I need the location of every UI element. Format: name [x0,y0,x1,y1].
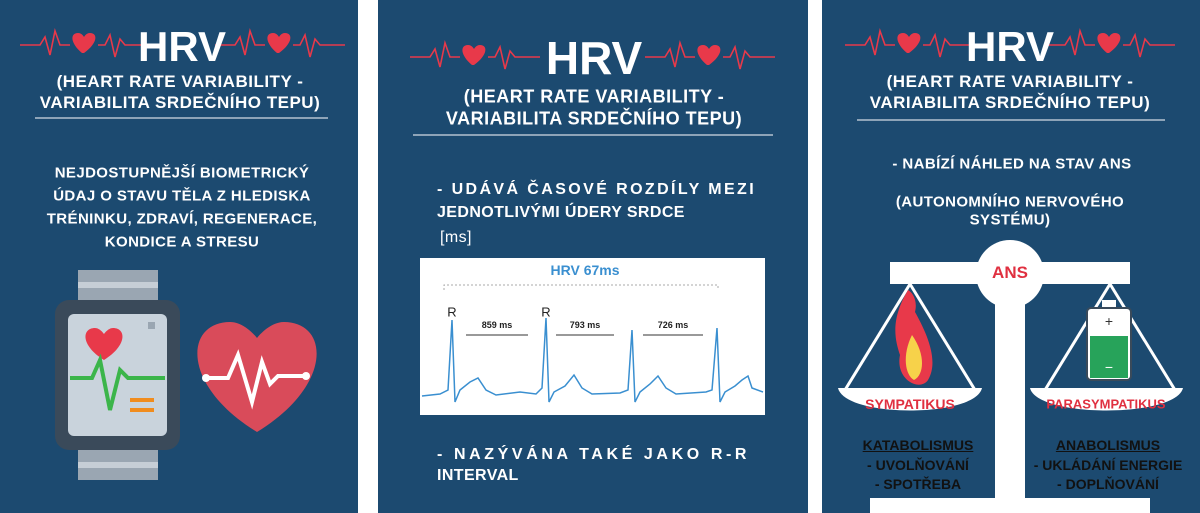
subtitle: VARIABILITA SRDEČNÍHO TEPU) [869,93,1151,112]
footer-text: - NAZÝVÁNA TAKÉ JAKO R-R [437,446,751,463]
title: HRV [138,23,226,70]
body-text: [ms] [440,229,472,246]
heart-line [19,30,151,58]
peak-label: R [447,304,457,320]
scale-right: PARASYMPATIKUS [1046,396,1166,412]
heart-line [409,42,541,70]
list-item: - DOPLŇOVÁNÍ [1057,476,1159,492]
body-text: KONDICE A STRESU [104,233,260,251]
list-item: - SPOTŘEBA [874,476,962,492]
heart-line [844,30,976,58]
list-item: - UKLÁDÁNÍ ENERGIE [1033,457,1183,473]
list-heading: KATABOLISMUS [862,437,974,453]
interval-label: 793 ms [569,320,601,330]
body-text: - UDÁVÁ ČASOVÉ ROZDÍLY MEZI [437,181,757,198]
body-text: (AUTONOMNÍHO NERVOVÉHO [895,193,1125,211]
subtitle: (HEART RATE VARIABILITY - [886,72,1134,91]
subtitle: (HEART RATE VARIABILITY - [463,86,725,107]
heart-line [1044,30,1176,58]
watch-icon [55,270,180,480]
peak-label: R [541,304,551,320]
list-item: - UVOLŇOVÁNÍ [867,457,969,473]
body-text: NEJDOSTUPNĚJŠÍ BIOMETRICKÝ [54,164,310,182]
interval-label: 726 ms [657,320,689,330]
scale: + − [838,240,1183,513]
body-text: - NABÍZÍ NÁHLED NA STAV ANS [892,155,1132,173]
body-text: JEDNOTLIVÝMI ÚDERY SRDCE [437,204,685,221]
subtitle: VARIABILITA SRDEČNÍHO TEPU) [445,108,743,129]
svg-text:+: + [1105,313,1113,329]
title: HRV [545,32,643,84]
heart-line [644,42,776,70]
subtitle: VARIABILITA SRDEČNÍHO TEPU) [39,93,321,112]
svg-text:−: − [1105,359,1113,375]
body-text: TRÉNINKU, ZDRAVÍ, REGENERACE, [46,210,318,228]
interval-label: 859 ms [481,320,513,330]
bracket [443,284,719,290]
heart-line [214,30,346,58]
scale-center: ANS [992,263,1028,282]
panel [378,0,808,513]
ecg-wave [421,317,764,403]
scale-left: SYMPATIKUS [865,396,955,412]
heart-icon [197,322,317,432]
body-text: ÚDAJ O STAVU TĚLA Z HLEDISKA [53,187,311,205]
body-text: SYSTÉMU) [969,211,1051,229]
subtitle: (HEART RATE VARIABILITY - [56,72,304,91]
title: HRV [966,23,1054,70]
footer-text: INTERVAL [437,467,519,484]
list-heading: ANABOLISMUS [1055,437,1161,453]
ecg-box [420,258,765,415]
ecg-title: HRV 67ms [550,262,620,278]
